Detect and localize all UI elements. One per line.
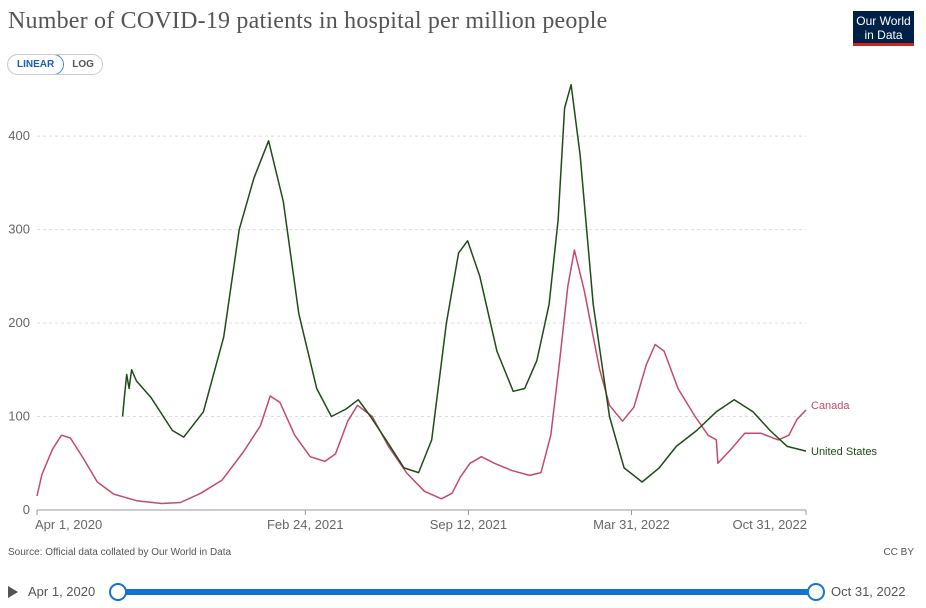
x-tick-label: Apr 1, 2020 — [35, 517, 102, 532]
timeline-track[interactable] — [117, 589, 815, 595]
x-tick-label: Feb 24, 2021 — [267, 517, 344, 532]
chart-title: Number of COVID-19 patients in hospital … — [8, 8, 608, 34]
y-tick-label: 0 — [23, 502, 30, 517]
logo-line-1: Our World — [856, 14, 911, 28]
linear-scale-button[interactable]: LINEAR — [7, 55, 65, 74]
x-tick-label: Mar 31, 2022 — [593, 517, 670, 532]
series-line-united-states[interactable] — [121, 83, 807, 483]
y-tick-label: 400 — [8, 128, 30, 143]
y-tick-label: 300 — [8, 222, 30, 237]
scale-toggle: LINEAR LOG — [7, 54, 103, 75]
play-icon[interactable] — [8, 586, 18, 598]
line-chart: 0 100 200 300 400 Apr 1, 2020 Feb 24, 2021 Sep … — [8, 83, 878, 532]
y-tick-label: 200 — [8, 315, 30, 330]
logo-line-2: in Data — [864, 28, 903, 42]
series-label-canada[interactable]: Canada — [811, 400, 850, 412]
license-label[interactable]: CC BY — [883, 547, 914, 558]
log-scale-button[interactable]: LOG — [72, 59, 94, 70]
owid-logo[interactable]: Our World in Data — [853, 11, 914, 46]
x-tick-label: Sep 12, 2021 — [430, 517, 507, 532]
logo-underline — [853, 43, 914, 46]
source-note[interactable]: Source: Official data collated by Our Wo… — [8, 547, 232, 558]
timeline-end-handle[interactable] — [807, 583, 825, 601]
y-tick-label: 100 — [8, 409, 30, 424]
timeline-start-label: Apr 1, 2020 — [28, 584, 96, 599]
timeline-end-label: Oct 31, 2022 — [831, 584, 906, 599]
timeline-start-handle[interactable] — [109, 583, 127, 601]
x-tick-label: Oct 31, 2022 — [733, 517, 807, 532]
series-label-united-states[interactable]: United States — [811, 446, 878, 458]
series-line-canada[interactable] — [36, 249, 807, 505]
timeline: Apr 1, 2020 Oct 31, 2022 — [0, 576, 926, 608]
